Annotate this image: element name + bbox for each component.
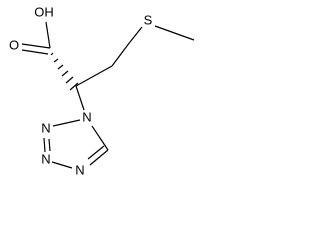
bonds xyxy=(21,21,195,169)
atom-label: O xyxy=(9,37,19,52)
structure-diagram: OH O S N N N N xyxy=(9,4,195,177)
atom-label: N xyxy=(41,120,50,135)
atom-label: OH xyxy=(34,4,54,19)
hashed-wedge xyxy=(50,52,79,91)
atom-label: N xyxy=(41,151,50,166)
atom-label: N xyxy=(75,162,84,177)
atom-label: N xyxy=(82,109,91,124)
atom-label: S xyxy=(144,12,153,27)
